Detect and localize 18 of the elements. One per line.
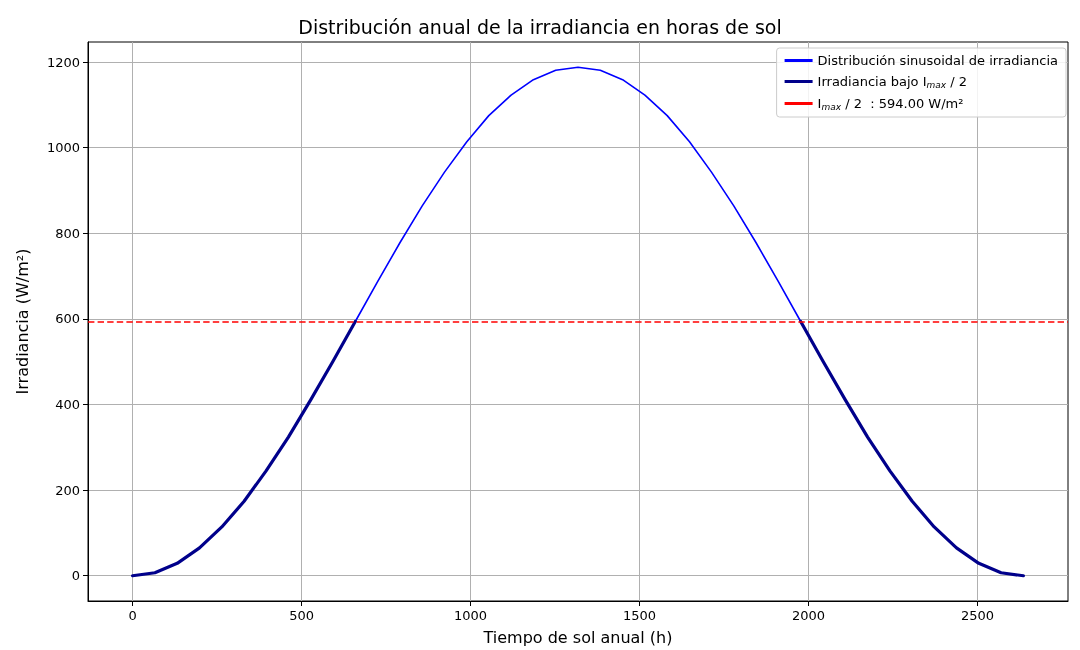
y-tick-label: 400 bbox=[55, 397, 80, 413]
y-axis-title: Irradiancia (W/m²) bbox=[12, 248, 32, 395]
y-tick-label: 600 bbox=[55, 311, 80, 327]
y-tick-label: 0 bbox=[71, 568, 80, 584]
x-axis-title: Tiempo de sol anual (h) bbox=[482, 627, 673, 647]
x-tick-label: 0 bbox=[128, 608, 137, 623]
line-series bbox=[354, 66, 802, 323]
y-tick-label: 800 bbox=[55, 225, 80, 241]
x-tick-label: 2500 bbox=[960, 608, 994, 623]
chart-title: Distribución anual de la irradiancia en horas de sol bbox=[298, 15, 782, 38]
y-tick-label: 1000 bbox=[46, 140, 80, 156]
legend-label: Distribución sinusoidal de irradiancia bbox=[817, 53, 1058, 68]
x-tick-label: 1500 bbox=[622, 608, 657, 623]
y-tick-label: 200 bbox=[55, 482, 80, 498]
y-tick-label: 1200 bbox=[46, 54, 80, 70]
x-tick-label: 500 bbox=[289, 608, 314, 623]
x-tick-label: 2000 bbox=[791, 608, 826, 623]
x-tick-label: 1000 bbox=[453, 608, 488, 623]
